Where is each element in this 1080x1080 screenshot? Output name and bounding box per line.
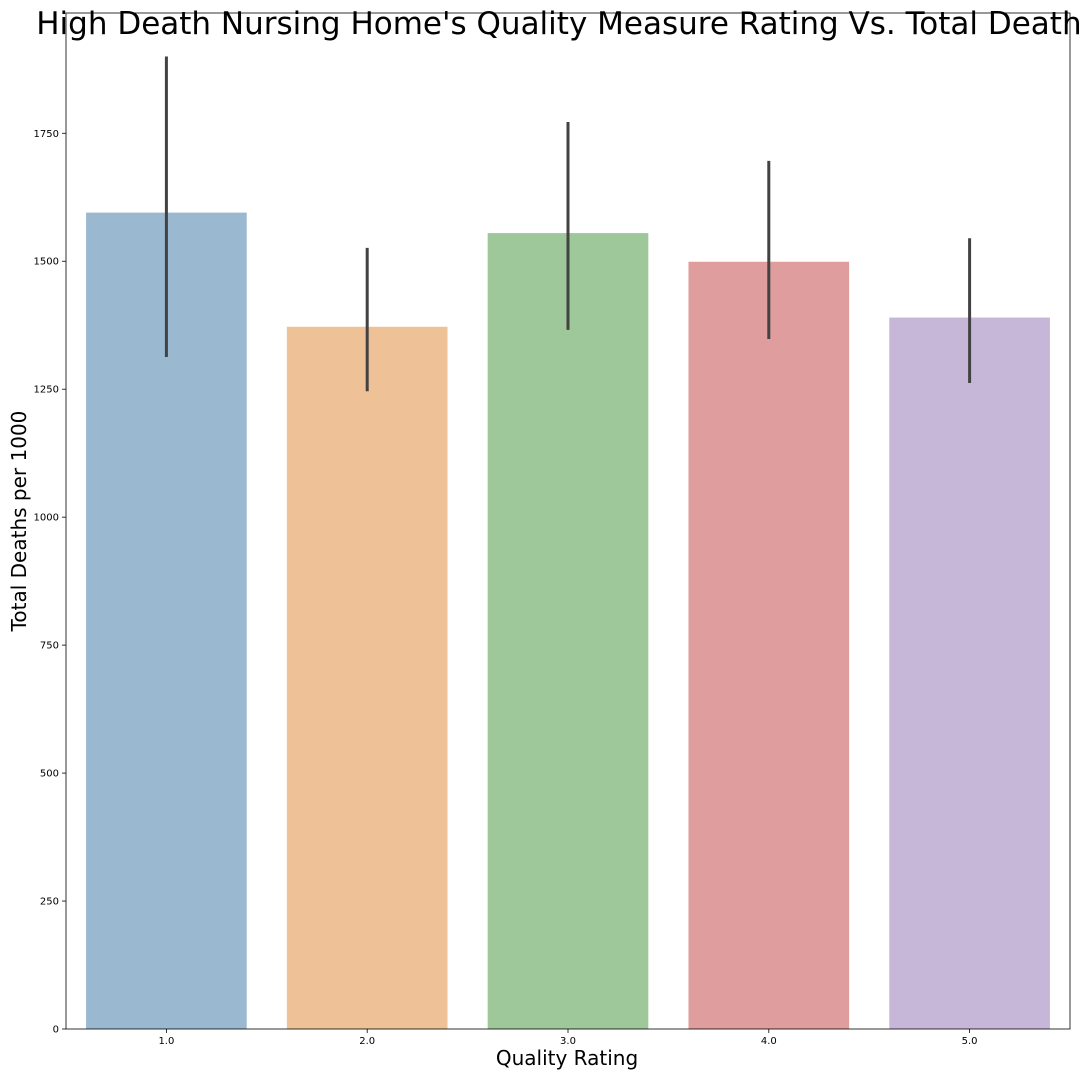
y-tick-label: 1500 [34, 257, 59, 268]
bar-5.0 [889, 317, 1050, 1029]
y-tick-label: 1000 [34, 513, 59, 524]
y-tick-label: 750 [40, 641, 59, 652]
bars-group [86, 212, 1050, 1029]
y-tick-label: 500 [40, 769, 59, 780]
y-tick-label: 1750 [34, 129, 59, 140]
x-tick-label: 5.0 [962, 1036, 978, 1047]
y-tick-label: 0 [53, 1025, 59, 1036]
x-tick-label: 2.0 [359, 1036, 375, 1047]
plot-frame [65, 12, 1071, 1030]
y-axis: 0 250 500 750 1000 1250 1500 1750 [34, 129, 66, 1036]
bar-2.0 [286, 326, 448, 1029]
y-tick-label: 250 [40, 897, 59, 908]
x-tick-label: 4.0 [761, 1036, 777, 1047]
bar-4.0 [688, 261, 850, 1029]
y-axis-label: Total Deaths per 1000 [7, 411, 31, 633]
y-tick-label: 1250 [34, 385, 59, 396]
x-tick-label: 1.0 [158, 1036, 174, 1047]
x-axis-label: Quality Rating [496, 1046, 638, 1070]
x-axis: 1.0 2.0 3.0 4.0 5.0 [158, 1029, 978, 1047]
x-tick-label: 3.0 [560, 1036, 576, 1047]
error-bars-group [164, 56, 972, 392]
bar-3.0 [487, 233, 649, 1029]
chart-title: High Death Nursing Home's Quality Measur… [36, 6, 1080, 42]
